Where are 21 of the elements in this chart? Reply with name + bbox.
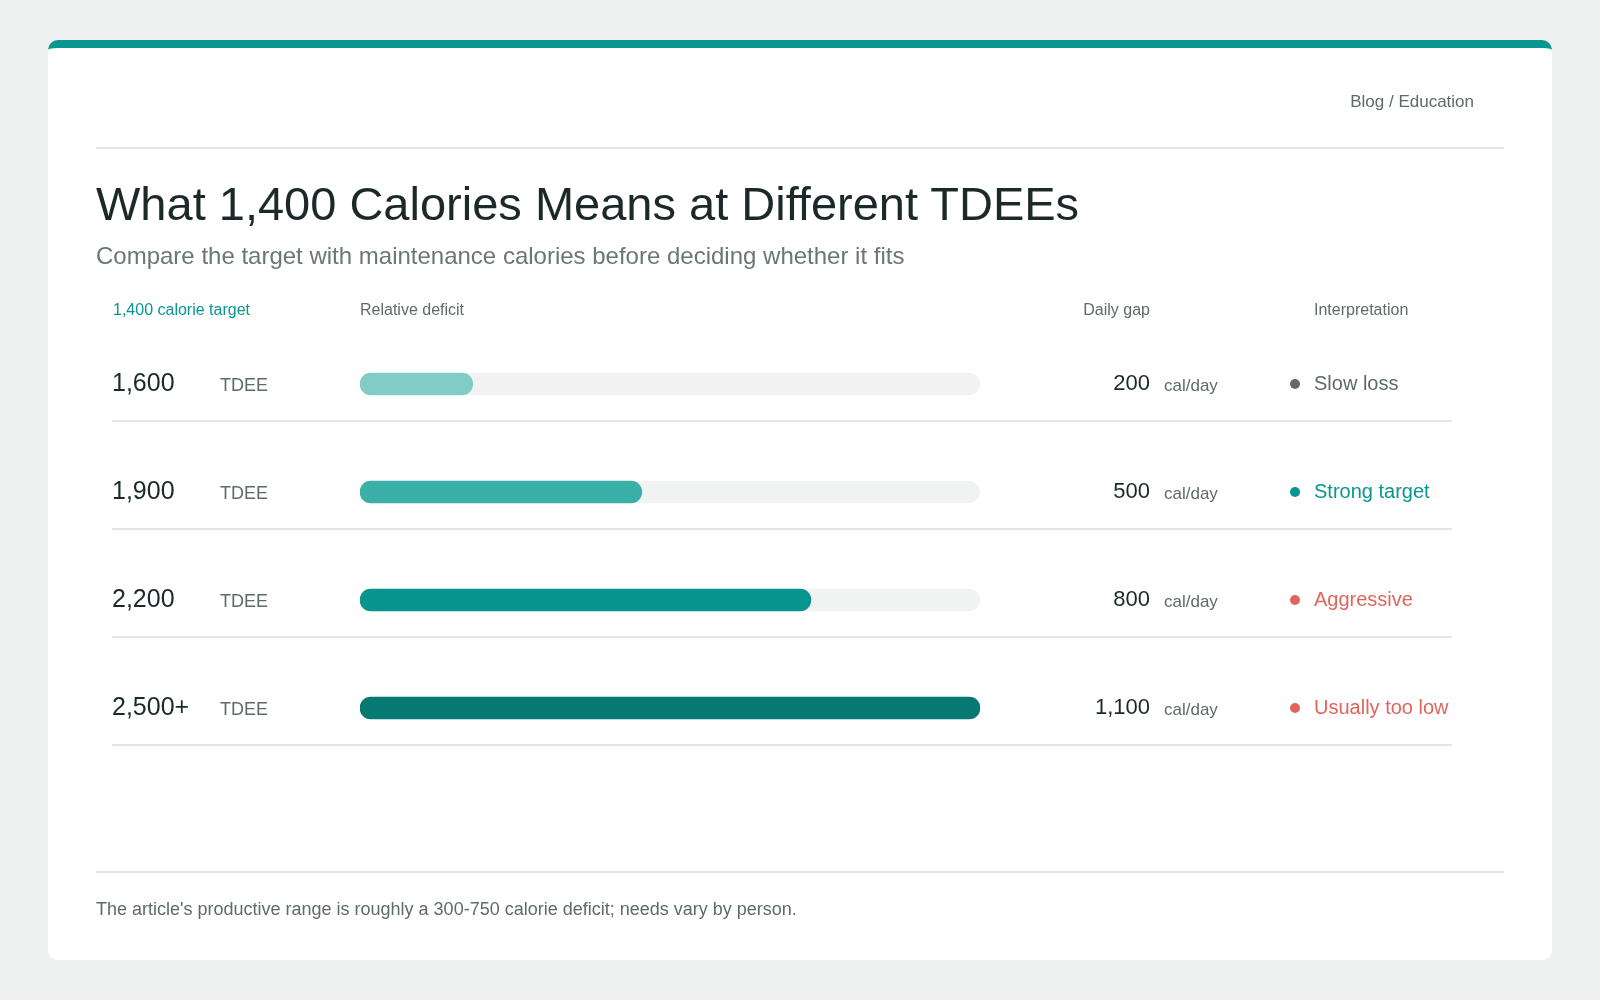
- data-label: 500 cal/day: [1113, 478, 1219, 504]
- text: Strong target: [1314, 480, 1430, 503]
- text: 1,400 calorie target: [113, 301, 250, 319]
- text: Daily gap: [1083, 301, 1150, 319]
- data-label: 800 cal/day: [1113, 586, 1219, 612]
- category-label: 2,200 TDEE: [112, 583, 269, 612]
- text: Aggressive: [1314, 588, 1413, 611]
- text: The article's productive range is roughly a 300-750 calorie deficit; needs vary by person.: [96, 899, 797, 920]
- category-label: 1,600 TDEE: [112, 367, 269, 396]
- chart-title: What 1,400 Calories Means at Different TDEEs: [96, 176, 1080, 231]
- chart-subtitle: Compare the target with maintenance calories before deciding whether it fits: [96, 242, 905, 270]
- category-label: 1,900 TDEE: [112, 475, 269, 504]
- data-label: 200 cal/day: [1113, 370, 1219, 396]
- data-label: 1,100 cal/day: [1094, 694, 1219, 720]
- text: Relative deficit: [360, 301, 465, 319]
- text: Interpretation: [1314, 301, 1409, 319]
- text: Slow loss: [1314, 372, 1399, 395]
- category-label: 2,500+ TDEE: [112, 691, 269, 720]
- text: Blog / Education: [1350, 92, 1474, 112]
- bar: [360, 372, 474, 396]
- text: Usually too low: [1314, 696, 1449, 719]
